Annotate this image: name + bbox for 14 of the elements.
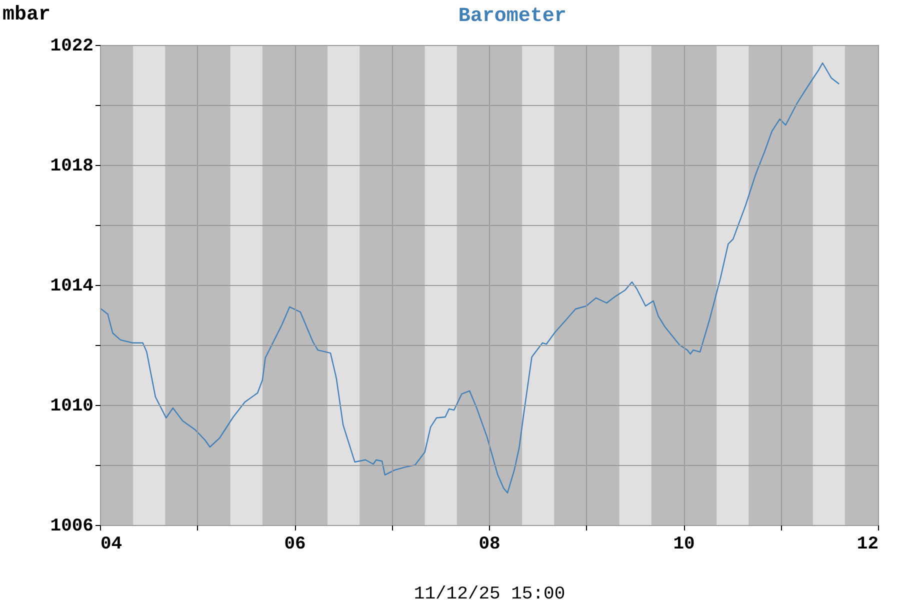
y-tick-label: 1022 (50, 36, 94, 56)
y-tick-label: 1014 (50, 276, 94, 296)
x-axis-title: 11/12/25 15:00 (414, 584, 566, 600)
y-tick-label: 1010 (50, 396, 94, 416)
y-tick-label: 1018 (50, 156, 94, 176)
x-tick-label: 10 (673, 534, 695, 554)
x-tick-label: 12 (856, 534, 878, 554)
line-series (99, 62, 840, 494)
y-axis-title: mbar (2, 4, 51, 26)
x-tick-label: 06 (284, 534, 306, 554)
x-tick-label: 08 (478, 534, 500, 554)
y-tick-label: 1006 (50, 516, 94, 536)
x-tick-label: 04 (100, 534, 122, 554)
chart-title: Barometer (458, 5, 566, 28)
